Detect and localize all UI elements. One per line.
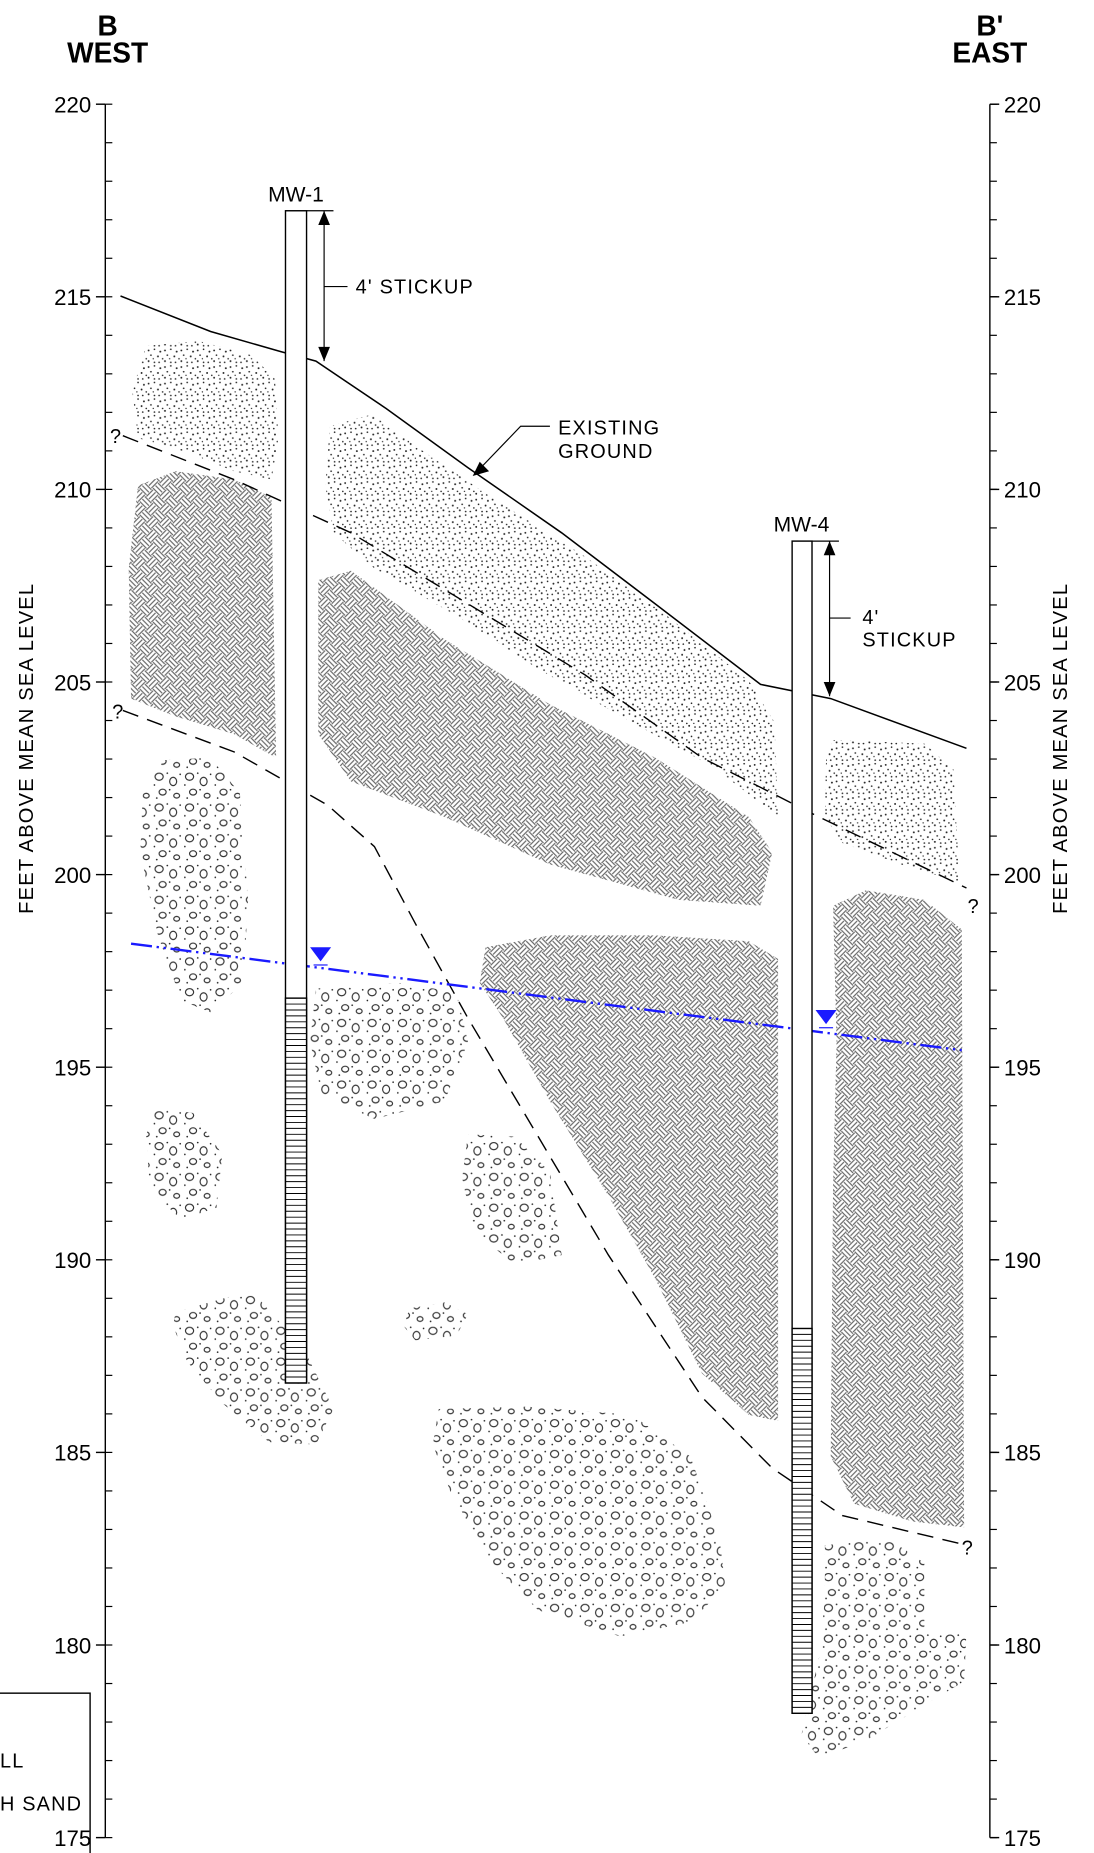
- axes: 220 220 215 215 210 210 205 205 200 200 195 195 190 1…: [54, 92, 1041, 1851]
- tick-label: 200: [1004, 863, 1041, 888]
- water-level-symbol: [815, 1009, 837, 1025]
- well-mw4: [791, 540, 851, 1714]
- tick-label: 220: [1004, 92, 1041, 117]
- stickup-label: 4' STICKUP: [356, 277, 474, 299]
- query-mark: ?: [968, 896, 980, 918]
- tick-label: 200: [54, 863, 91, 888]
- stickup-label: 4': [862, 607, 879, 629]
- tick-label: 195: [54, 1055, 91, 1080]
- query-mark: ?: [110, 426, 122, 448]
- well-label: MW-1: [268, 183, 324, 206]
- tick-label: 205: [1004, 670, 1041, 695]
- tick-label: 220: [54, 92, 91, 117]
- well-mw1: [284, 210, 348, 1384]
- tick-label: 185: [54, 1441, 91, 1466]
- ground-label: GROUND: [558, 441, 653, 463]
- tick-label: 215: [54, 285, 91, 310]
- legend-box: [0, 1692, 91, 1853]
- leader-arrow: [472, 461, 490, 476]
- axis-label: FEET ABOVE MEAN SEA LEVEL: [16, 583, 38, 914]
- tick-label: 210: [1004, 478, 1041, 503]
- legend-item: H SAND: [0, 1793, 82, 1815]
- water-level-symbol: [310, 947, 332, 962]
- tick-label: 190: [1004, 1248, 1041, 1273]
- stickup-label: STICKUP: [862, 629, 956, 651]
- tick-label: 205: [54, 670, 91, 695]
- section-letter: B: [98, 9, 118, 41]
- tick-label: 185: [1004, 1441, 1041, 1466]
- legend-item: LL: [0, 1751, 24, 1773]
- tick-label: 175: [1004, 1826, 1041, 1851]
- ground-label: EXISTING: [558, 417, 660, 439]
- query-mark: ?: [962, 1538, 974, 1560]
- gravel-zones: [140, 757, 967, 1759]
- tick-label: 180: [54, 1633, 91, 1658]
- query-mark: ?: [112, 702, 124, 724]
- silt-zones: [128, 471, 965, 1528]
- tick-label: 210: [54, 478, 91, 503]
- section-letter: B': [976, 9, 1003, 41]
- tick-label: 190: [54, 1248, 91, 1273]
- contact-lower: [122, 709, 967, 1546]
- leader-arrow: [476, 425, 550, 472]
- tick-label: 175: [54, 1826, 91, 1851]
- existing-ground-line: [120, 295, 967, 750]
- sand-zones: [132, 340, 960, 883]
- axis-label: FEET ABOVE MEAN SEA LEVEL: [1050, 583, 1072, 914]
- direction: WEST: [67, 37, 148, 69]
- tick-label: 180: [1004, 1633, 1041, 1658]
- water-table: [130, 942, 962, 1052]
- tick-label: 215: [1004, 285, 1041, 310]
- tick-label: 195: [1004, 1055, 1041, 1080]
- well-label: MW-4: [774, 514, 830, 537]
- direction: EAST: [952, 37, 1027, 69]
